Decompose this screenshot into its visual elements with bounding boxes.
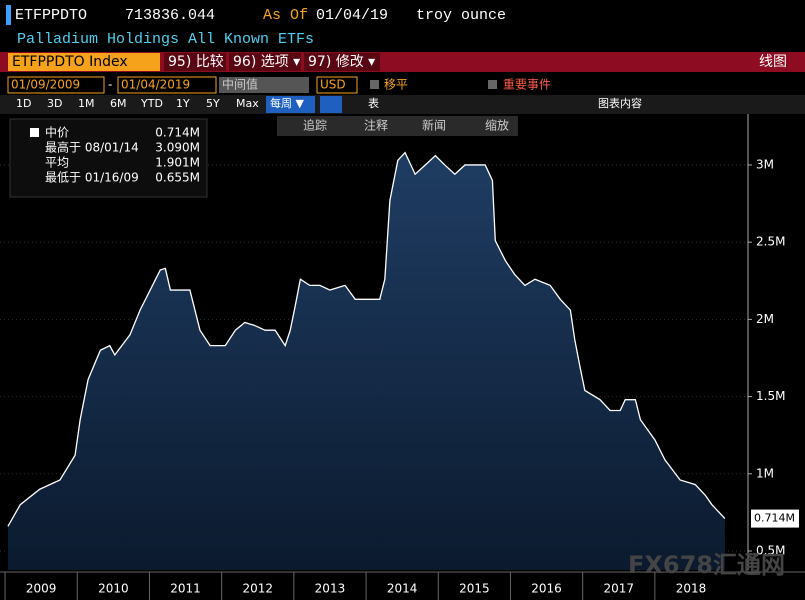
y-tick-label: 2.5M	[756, 235, 785, 249]
x-tick-label: 2009	[26, 582, 57, 596]
description: Palladium Holdings All Known ETFs	[17, 31, 314, 48]
x-tick-label: 2017	[603, 582, 634, 596]
freq-box[interactable]	[266, 96, 315, 113]
x-tick-label: 2012	[242, 582, 273, 596]
last-value: 713836.044	[125, 7, 215, 24]
legend-label: 最高于 08/01/14	[45, 140, 139, 155]
line	[7, 151, 726, 527]
legend-value: 0.655M	[155, 171, 200, 185]
control: -	[108, 78, 112, 92]
tool-button[interactable]: 追踪	[303, 118, 327, 133]
legend-value: 1.901M	[155, 156, 200, 170]
area	[7, 152, 725, 571]
legend-value: 0.714M	[155, 126, 200, 140]
y-tick-label: 3M	[756, 157, 774, 171]
legend-box	[9, 118, 208, 198]
x-tick-label: 2011	[170, 582, 201, 596]
frequency[interactable]: 每周 ▼	[270, 96, 304, 110]
range-button[interactable]: 5Y	[206, 97, 220, 110]
x-tick-label: 2016	[531, 582, 562, 596]
y-tick-label: 0.5M	[756, 544, 785, 558]
last-value-tag	[751, 509, 799, 528]
legend-label: 平均	[45, 156, 69, 170]
range-button[interactable]: 1Y	[176, 97, 190, 110]
unit: troy ounce	[416, 7, 506, 24]
legend-value: 3.090M	[155, 141, 200, 155]
control: 中间值	[222, 77, 258, 92]
input[interactable]	[7, 76, 105, 94]
tool-button[interactable]: 缩放	[485, 118, 509, 133]
x-tick-label: 2014	[387, 582, 418, 596]
btn-bg[interactable]	[164, 53, 226, 71]
watermark: FX678汇通网	[628, 551, 785, 579]
range-button[interactable]: 3D	[47, 97, 62, 110]
input[interactable]	[219, 77, 309, 93]
control: 重要事件	[503, 78, 551, 92]
btn-bg[interactable]	[229, 53, 301, 71]
legend-label: 最低于 01/16/09	[45, 171, 139, 185]
checkbox[interactable]	[488, 80, 497, 89]
x-tick-label: 2010	[98, 582, 129, 596]
as-of-date: 01/04/19	[316, 7, 388, 24]
range-bar	[0, 95, 805, 114]
range-button[interactable]: 6M	[110, 97, 127, 110]
toolbar-button[interactable]: 96) 选项 ▾	[233, 54, 300, 70]
range-button[interactable]: Max	[236, 97, 259, 110]
tool-button[interactable]: 新闻	[422, 118, 446, 133]
input[interactable]	[117, 76, 217, 94]
input[interactable]	[316, 76, 358, 94]
legend-swatch	[30, 128, 39, 137]
y-tick-label: 2M	[756, 312, 774, 326]
control: 01/04/2019	[121, 78, 190, 92]
y-tick-label: 1.5M	[756, 389, 785, 403]
tool-button[interactable]: 注释	[364, 118, 388, 133]
btn-bg[interactable]	[304, 53, 380, 71]
checkbox[interactable]	[370, 80, 379, 89]
x-tick-label: 2013	[315, 582, 346, 596]
chart-icon[interactable]	[320, 96, 342, 113]
control: 移平	[384, 78, 408, 92]
toolbar-right: 线图	[759, 54, 787, 70]
chart-content[interactable]: 图表内容	[598, 96, 642, 110]
legend-label: 中价	[45, 125, 69, 140]
x-tick-label: 2015	[459, 582, 490, 596]
security-box[interactable]	[8, 53, 160, 71]
range-button[interactable]: YTD	[140, 97, 163, 110]
last-value-label: 0.714M	[754, 512, 795, 525]
range-button[interactable]: 1D	[16, 97, 31, 110]
security: ETFPPDTO Index	[12, 54, 128, 70]
toolbar-button[interactable]: 97) 修改 ▾	[308, 54, 375, 70]
tool-bar	[277, 116, 518, 136]
cursor	[6, 5, 11, 25]
as-of: As Of	[263, 7, 308, 24]
ticker: ETFPPDTO	[15, 7, 87, 24]
y-tick-label: 1M	[756, 466, 774, 480]
x-tick-label: 2018	[676, 582, 707, 596]
range-button[interactable]: 1M	[78, 97, 95, 110]
control: 01/09/2009	[11, 78, 80, 92]
control: USD	[320, 78, 346, 92]
toolbar-button[interactable]: 95) 比较	[168, 54, 224, 70]
table-button[interactable]: 表	[368, 96, 379, 110]
